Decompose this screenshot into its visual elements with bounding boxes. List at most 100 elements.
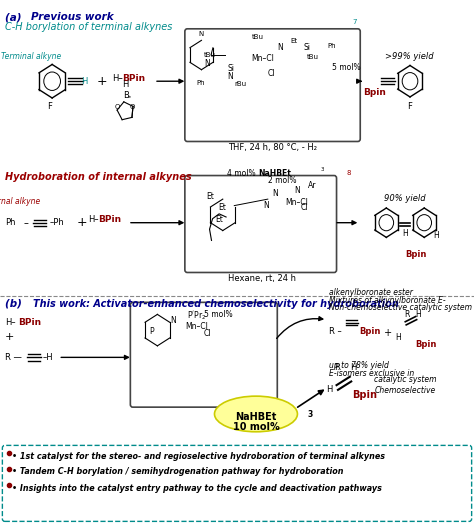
Text: H: H [81, 77, 88, 86]
Text: F: F [408, 102, 412, 111]
Text: • Insights into the catalyst entry pathway to the cycle and deactivation pathway: • Insights into the catalyst entry pathw… [12, 484, 382, 493]
Text: Et: Et [206, 192, 214, 201]
Text: Bpin: Bpin [415, 340, 437, 348]
Text: O: O [129, 104, 135, 110]
Text: H: H [326, 385, 333, 394]
Text: R —: R — [5, 353, 22, 362]
Text: H: H [433, 231, 439, 241]
Text: Chemoselective: Chemoselective [374, 386, 436, 395]
Text: Internal alkyne: Internal alkyne [0, 196, 40, 205]
Text: –Ph: –Ph [50, 218, 64, 227]
Text: H: H [395, 333, 401, 342]
Text: Mn–Cl: Mn–Cl [185, 322, 208, 331]
Text: Mn–Cl: Mn–Cl [252, 54, 274, 63]
Text: 8: 8 [346, 170, 350, 176]
Text: Hexane, rt, 24 h: Hexane, rt, 24 h [228, 274, 296, 283]
Text: BPin: BPin [99, 215, 122, 224]
Text: H: H [122, 80, 129, 90]
Text: H: H [112, 73, 118, 83]
Text: Ar: Ar [308, 181, 317, 190]
Text: Bpin: Bpin [359, 328, 381, 336]
Text: 90% yield: 90% yield [384, 194, 426, 203]
Text: Et: Et [216, 215, 224, 224]
Text: N: N [263, 201, 269, 210]
Text: Mn–Cl: Mn–Cl [285, 198, 308, 206]
Text: Cl: Cl [268, 69, 275, 78]
Text: R –: R – [329, 328, 342, 336]
Text: Ph: Ph [5, 218, 15, 227]
Text: E-isomers exclusive in: E-isomers exclusive in [329, 369, 415, 378]
Text: alkenylboronate ester: alkenylboronate ester [329, 288, 413, 297]
Text: NaHBEt: NaHBEt [235, 412, 277, 422]
Text: –H: –H [43, 353, 53, 362]
Text: F: F [47, 102, 52, 111]
FancyBboxPatch shape [130, 302, 277, 407]
Text: up to 78% yield: up to 78% yield [329, 361, 389, 370]
Text: +: + [76, 216, 87, 229]
Text: H: H [350, 363, 356, 372]
Text: N: N [171, 316, 176, 325]
Text: C-H borylation of terminal alkynes: C-H borylation of terminal alkynes [5, 22, 172, 32]
Text: tBu: tBu [252, 34, 264, 40]
Text: N: N [199, 31, 204, 37]
Text: THF, 24 h, 80 °C, - H₂: THF, 24 h, 80 °C, - H₂ [228, 143, 317, 152]
Text: Ph: Ph [328, 43, 336, 49]
Text: +: + [381, 328, 395, 337]
Text: rBu: rBu [235, 81, 247, 87]
Text: H–: H– [88, 215, 98, 224]
Text: 5 mol%: 5 mol% [332, 63, 360, 72]
Text: R: R [335, 363, 340, 372]
Text: Bpin: Bpin [364, 88, 386, 97]
Text: 5 mol%: 5 mol% [204, 310, 232, 319]
Text: H: H [415, 310, 421, 319]
Text: N: N [204, 59, 210, 68]
Text: Hydroboration of internal alkynes: Hydroboration of internal alkynes [5, 172, 191, 182]
Text: (b): (b) [5, 299, 25, 309]
Text: Et: Et [290, 38, 298, 43]
Text: H: H [402, 228, 408, 238]
Text: P$^i$Pr$_2$: P$^i$Pr$_2$ [187, 308, 206, 322]
Text: Cl: Cl [301, 203, 309, 212]
Text: >99% yield: >99% yield [385, 52, 433, 61]
Text: N: N [277, 43, 283, 52]
Text: catalytic system: catalytic system [374, 375, 437, 385]
Text: O: O [115, 104, 120, 110]
Text: Bpin: Bpin [405, 250, 427, 259]
FancyBboxPatch shape [185, 176, 337, 272]
Ellipse shape [214, 396, 298, 432]
Text: 2 mol%: 2 mol% [268, 176, 296, 184]
Text: N: N [228, 72, 233, 81]
Text: +: + [5, 332, 14, 342]
Text: 7: 7 [352, 19, 356, 25]
Text: (a): (a) [5, 12, 25, 22]
Text: Et: Et [218, 203, 226, 212]
Text: BPin: BPin [18, 318, 41, 327]
Text: • Tandem C-H borylation / semihydrogenation pathway for hydroboration: • Tandem C-H borylation / semihydrogenat… [12, 467, 343, 476]
Text: B: B [123, 91, 128, 100]
Text: Previous work: Previous work [31, 12, 113, 22]
Text: BPin: BPin [122, 73, 146, 83]
Text: 4 mol%: 4 mol% [228, 169, 258, 178]
Text: NaHBEt: NaHBEt [258, 169, 291, 178]
Text: +: + [97, 75, 107, 88]
Text: H–: H– [5, 318, 15, 327]
Text: 10 mol%: 10 mol% [233, 422, 279, 432]
Text: N: N [273, 189, 278, 198]
Text: P: P [149, 328, 154, 336]
Text: tBu: tBu [307, 54, 319, 60]
Text: Ph: Ph [197, 80, 205, 85]
Text: Si: Si [228, 64, 235, 73]
Text: R: R [404, 310, 410, 319]
Text: Mixtures of alkynylboronate E-: Mixtures of alkynylboronate E- [329, 296, 446, 304]
Text: • 1st catalyst for the stereo- and regioselective hydroboration of terminal alky: • 1st catalyst for the stereo- and regio… [12, 452, 385, 461]
Text: N: N [294, 186, 300, 195]
Text: Cl: Cl [204, 329, 211, 337]
FancyBboxPatch shape [2, 445, 472, 521]
Text: –: – [24, 217, 28, 228]
Text: Non-chemoselective catalytic system: Non-chemoselective catalytic system [329, 303, 473, 312]
Text: –: – [117, 73, 122, 83]
Text: Bpin: Bpin [353, 389, 377, 400]
Text: 3: 3 [308, 410, 313, 419]
Text: This work: Activator-enhanced chemoselectivity for hydroboration: This work: Activator-enhanced chemoselec… [33, 299, 399, 309]
Text: Terminal alkyne: Terminal alkyne [0, 52, 61, 61]
